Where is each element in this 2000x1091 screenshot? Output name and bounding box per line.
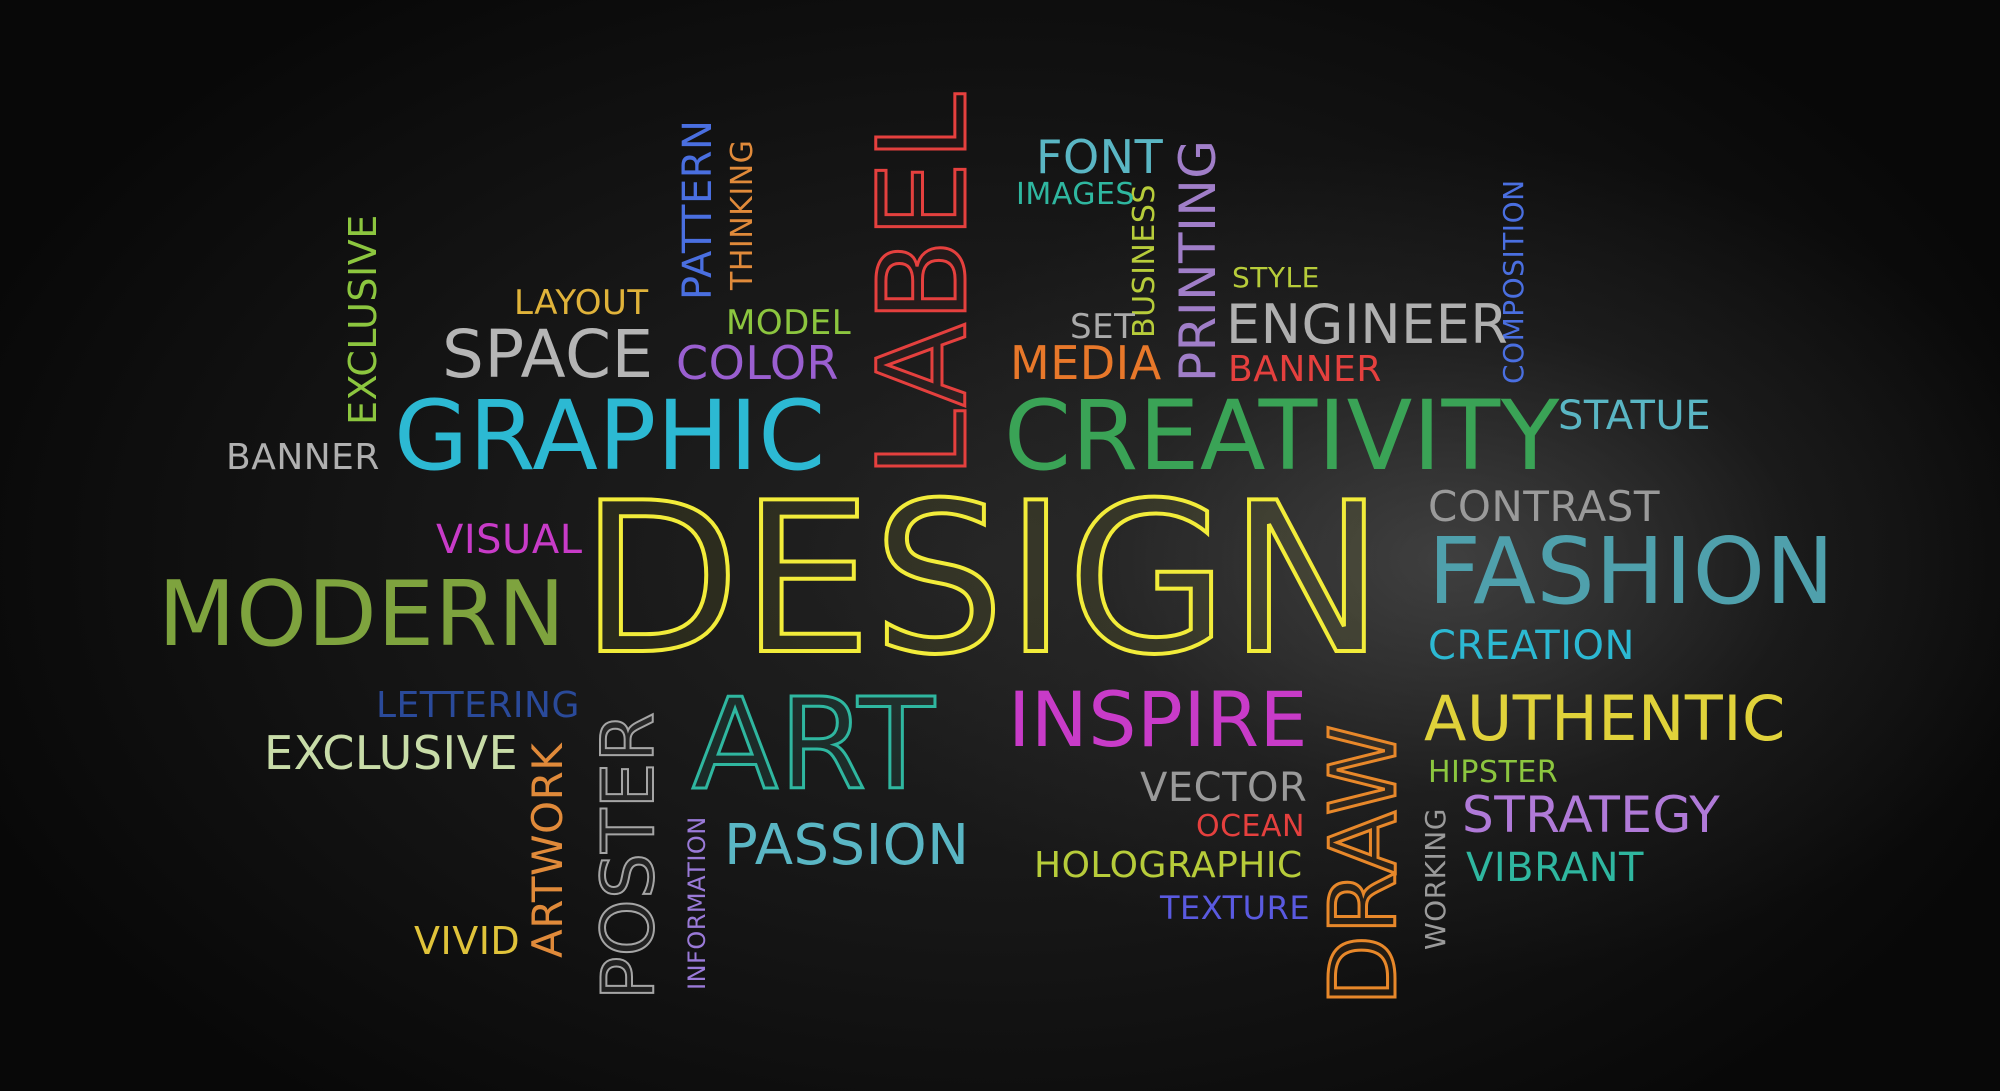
word-passion: PASSION bbox=[724, 813, 970, 878]
word-banner-right: BANNER bbox=[1228, 349, 1382, 390]
word-layout: LAYOUT bbox=[514, 283, 649, 323]
word-modern: MODERN bbox=[158, 562, 566, 667]
word-authentic: AUTHENTIC bbox=[1424, 682, 1786, 755]
word-draw: DRAW bbox=[1309, 723, 1419, 1008]
word-vibrant: VIBRANT bbox=[1466, 845, 1644, 891]
word-lettering: LETTERING bbox=[376, 685, 580, 726]
word-images: IMAGES bbox=[1016, 177, 1135, 212]
word-art: ART bbox=[690, 671, 936, 818]
word-creativity: CREATIVITY bbox=[1004, 380, 1560, 492]
word-ocean: OCEAN bbox=[1196, 809, 1305, 844]
word-model: MODEL bbox=[726, 303, 852, 343]
word-inspire: INSPIRE bbox=[1008, 675, 1309, 764]
word-font: FONT bbox=[1036, 130, 1164, 184]
word-artwork: ARTWORK bbox=[523, 742, 572, 958]
word-vector: VECTOR bbox=[1140, 765, 1308, 811]
word-poster: POSTER bbox=[585, 711, 671, 1001]
word-color: COLOR bbox=[676, 336, 839, 390]
word-thinking: THINKING bbox=[725, 139, 760, 290]
word-label: LABEL bbox=[851, 91, 996, 479]
word-graphic: GRAPHIC bbox=[394, 380, 826, 492]
word-space: SPACE bbox=[442, 316, 654, 393]
word-exclusive-vertical: EXCLUSIVE bbox=[341, 214, 385, 425]
word-visual: VISUAL bbox=[436, 517, 583, 563]
word-creation: CREATION bbox=[1428, 623, 1635, 669]
word-working: WORKING bbox=[1419, 808, 1452, 950]
word-style: STYLE bbox=[1232, 261, 1320, 294]
word-design: DESIGN bbox=[578, 459, 1386, 701]
word-set: SET bbox=[1070, 307, 1136, 347]
word-information: INFORMATION bbox=[683, 816, 711, 990]
word-engineer: ENGINEER bbox=[1226, 293, 1509, 356]
word-strategy: STRATEGY bbox=[1462, 786, 1721, 844]
word-pattern: PATTERN bbox=[675, 119, 721, 300]
word-exclusive-horizontal: EXCLUSIVE bbox=[264, 726, 519, 780]
word-statue: STATUE bbox=[1558, 393, 1711, 439]
word-fashion: FASHION bbox=[1428, 518, 1835, 625]
word-hipster: HIPSTER bbox=[1428, 755, 1559, 790]
word-vivid: VIVID bbox=[414, 919, 521, 963]
word-printing: PRINTING bbox=[1169, 139, 1227, 382]
word-banner-left: BANNER bbox=[226, 437, 380, 478]
word-texture: TEXTURE bbox=[1160, 889, 1311, 927]
word-media: MEDIA bbox=[1010, 336, 1162, 390]
word-contrast: CONTRAST bbox=[1428, 482, 1660, 531]
word-holographic: HOLOGRAPHIC bbox=[1034, 845, 1303, 886]
